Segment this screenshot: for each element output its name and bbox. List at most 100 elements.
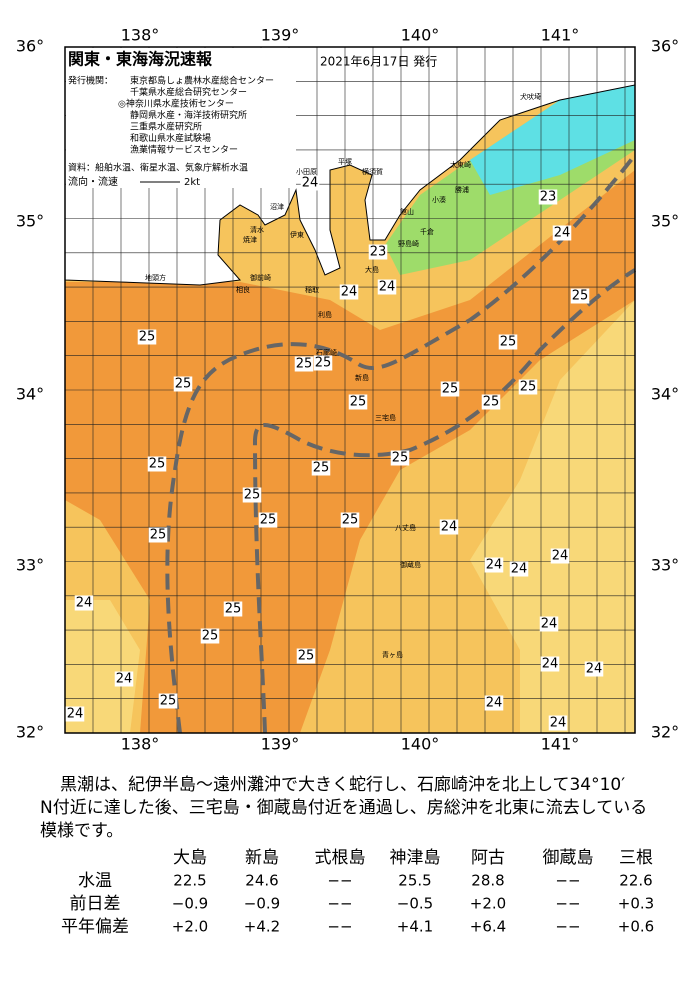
label-bg — [552, 225, 572, 241]
label-bg — [137, 329, 157, 345]
label-bg — [296, 648, 316, 664]
lon-label: 141° — [541, 26, 580, 45]
table-cell: −− — [327, 918, 352, 936]
table-cell: −− — [327, 895, 352, 913]
table-cell: +6.4 — [470, 918, 506, 936]
label-bg — [300, 175, 320, 191]
temperature-label: 25 — [572, 289, 589, 304]
place-name: 御前崎 — [250, 273, 271, 282]
label-bg — [584, 661, 604, 677]
place-name: 地頭方 — [145, 273, 166, 282]
label-bg — [440, 381, 460, 397]
temperature-label: 24 — [552, 549, 569, 564]
lon-label: 140° — [401, 735, 440, 754]
row-label: 前日差 — [70, 894, 121, 914]
table-cell: +2.0 — [172, 918, 208, 936]
lon-label: 139° — [261, 735, 300, 754]
temperature-label: 24 — [486, 558, 503, 573]
temperature-label: 24 — [586, 662, 603, 677]
issuer: 三重県水産研究所 — [130, 121, 202, 133]
table-header: 大島 — [173, 848, 207, 868]
label-bg — [340, 512, 360, 528]
table-cell: +4.1 — [397, 918, 433, 936]
date: 2021年6月17日 発行 — [320, 55, 437, 69]
issuer: 東京都島しょ農林水産総合センター — [130, 75, 274, 87]
label-bg — [339, 284, 359, 300]
temperature-label: 24 — [341, 285, 358, 300]
temperature-label: 24 — [116, 672, 133, 687]
place-name: 平塚 — [338, 157, 352, 166]
row-label: 平年偏差 — [61, 917, 129, 937]
lat-label: 33° — [16, 556, 44, 575]
place-name: 横須賀 — [362, 167, 383, 176]
temperature-label: 24 — [554, 226, 571, 241]
label-bg — [258, 512, 278, 528]
place-name: 利島 — [318, 310, 332, 319]
label-bg — [570, 288, 590, 304]
issuer: 静岡県水産・海洋技術研究所 — [130, 109, 247, 121]
lon-label: 138° — [121, 26, 160, 45]
label-bg — [348, 394, 368, 410]
label-bg — [540, 656, 560, 672]
table-cell: +0.6 — [618, 918, 654, 936]
label-bg — [148, 527, 168, 543]
table-cell: −− — [555, 918, 580, 936]
temperature-label: 25 — [313, 461, 330, 476]
lat-label: 36° — [16, 37, 44, 56]
table-header: 御蔵島 — [543, 848, 594, 868]
table-header: 式根島 — [315, 848, 366, 868]
temperature-label: 25 — [298, 649, 315, 664]
temperature-label: 24 — [511, 562, 528, 577]
table-cell: 28.8 — [471, 872, 504, 890]
label-bg — [311, 460, 331, 476]
place-name: 相良 — [236, 285, 250, 294]
temperature-label: 25 — [150, 528, 167, 543]
label-bg — [65, 706, 85, 722]
table-cell: +4.2 — [244, 918, 280, 936]
label-bg — [377, 279, 397, 295]
description-line: N付近に達した後、三宅島・御蔵島付近を通過し、房総沖を北東に流去している — [40, 798, 647, 818]
label-bg — [200, 628, 220, 644]
lat-label: 33° — [651, 556, 679, 575]
temperature-label: 25 — [342, 513, 359, 528]
sources: 資料：船舶水温、衛星水温、気象庁解析水温 — [68, 162, 248, 174]
temperature-label: 24 — [76, 596, 93, 611]
lat-label: 32° — [16, 723, 44, 742]
title: 関東・東海海況速報 — [68, 50, 213, 69]
temperature-label: 24 — [379, 280, 396, 295]
place-name: 大島 — [365, 265, 379, 274]
label-bg — [550, 548, 570, 564]
label-bg — [390, 450, 410, 466]
row-label: 水温 — [78, 871, 112, 891]
temperature-label: 24 — [441, 520, 458, 535]
temperature-label: 23 — [370, 245, 387, 260]
place-name: 千倉 — [420, 227, 434, 236]
temperature-label: 25 — [225, 602, 242, 617]
temperature-label: 25 — [244, 488, 261, 503]
table-cell: +2.0 — [470, 895, 506, 913]
temperature-label: 25 — [296, 357, 313, 372]
kuroshio-axis — [252, 268, 637, 734]
label-bg — [484, 695, 504, 711]
temperature-label: 24 — [67, 707, 84, 722]
table-cell: 24.6 — [245, 872, 278, 890]
label-bg — [439, 519, 459, 535]
issuer-label: 発行機関： — [68, 75, 113, 87]
table-cell: −0.9 — [172, 895, 208, 913]
temperature-label: 24 — [302, 176, 319, 191]
place-name: 焼津 — [243, 235, 257, 244]
temperature-label: 25 — [260, 513, 277, 528]
lon-label: 139° — [261, 26, 300, 45]
temperature-label: 25 — [520, 380, 537, 395]
temperature-label: 24 — [542, 657, 559, 672]
label-bg — [509, 561, 529, 577]
label-bg — [223, 601, 243, 617]
legend-box — [66, 48, 296, 188]
table-header: 阿古 — [471, 848, 505, 868]
label-bg — [484, 557, 504, 573]
temperature-label: 24 — [486, 696, 503, 711]
temperature-label: 23 — [540, 190, 557, 205]
label-bg — [147, 456, 167, 472]
place-name: 小湊 — [432, 195, 446, 204]
table-cell: +0.3 — [618, 895, 654, 913]
